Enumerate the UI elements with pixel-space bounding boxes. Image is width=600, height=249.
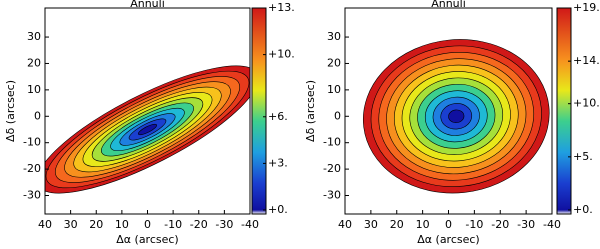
galaxy-image	[362, 39, 550, 194]
x-tick-label: 0	[445, 218, 452, 231]
y-tick-label: -30	[323, 189, 341, 202]
colorbar	[556, 7, 572, 215]
x-axis-label: Δα (arcsec)	[417, 233, 479, 246]
x-tick-label: 20	[390, 218, 404, 231]
x-tick-label: -20	[491, 218, 509, 231]
x-tick-label: 20	[89, 218, 103, 231]
colorbar	[251, 7, 267, 215]
x-axis-label: Δα (arcsec)	[116, 233, 178, 246]
y-tick-label: 20	[327, 56, 341, 69]
isophote	[448, 109, 465, 123]
y-tick-label: -20	[323, 162, 341, 175]
x-tick-label: 10	[115, 218, 129, 231]
x-tick-label: 10	[416, 218, 430, 231]
colorbar-tick-label: +5.	[573, 150, 593, 163]
colorbar-tick-label: +13.	[268, 1, 295, 14]
colorbar-tick-label: +3.	[268, 156, 288, 169]
colorbar-tick-label: +10.	[573, 97, 600, 110]
colorbar-tick-label: +10.	[268, 48, 295, 61]
y-tick-label: -10	[23, 136, 41, 149]
y-tick-label: 30	[27, 30, 41, 43]
x-tick-label: 40	[338, 218, 352, 231]
x-tick-label: -40	[241, 218, 259, 231]
y-tick-label: 30	[327, 30, 341, 43]
y-tick-label: 0	[334, 109, 341, 122]
y-axis-label: Δδ (arcsec)	[304, 80, 317, 142]
chart-title: Annuli	[130, 0, 165, 10]
y-tick-label: 0	[34, 109, 41, 122]
y-tick-label: -20	[23, 162, 41, 175]
x-tick-label: -10	[164, 218, 182, 231]
y-tick-label: 10	[27, 83, 41, 96]
colorbar-tick-label: +6.	[268, 110, 288, 123]
y-tick-label: 10	[327, 83, 341, 96]
x-tick-label: -10	[465, 218, 483, 231]
chart-title: Annuli	[431, 0, 466, 10]
x-tick-label: -30	[517, 218, 535, 231]
galaxy-image	[45, 65, 250, 194]
isophote	[137, 123, 158, 136]
y-tick-label: 20	[27, 56, 41, 69]
y-tick-label: -10	[323, 136, 341, 149]
x-tick-label: -40	[543, 218, 561, 231]
x-tick-label: 30	[64, 218, 78, 231]
x-tick-label: -30	[215, 218, 233, 231]
x-tick-label: 0	[144, 218, 151, 231]
x-tick-label: -20	[190, 218, 208, 231]
x-tick-label: 30	[364, 218, 378, 231]
y-tick-label: -30	[23, 189, 41, 202]
colorbar-tick-label: +19.	[573, 1, 600, 14]
y-axis-label: Δδ (arcsec)	[4, 80, 17, 142]
x-tick-label: 40	[38, 218, 52, 231]
colorbar-tick-label: +14.	[573, 54, 600, 67]
colorbar-tick-label: +0.	[268, 203, 288, 216]
colorbar-tick-label: +0.	[573, 203, 593, 216]
